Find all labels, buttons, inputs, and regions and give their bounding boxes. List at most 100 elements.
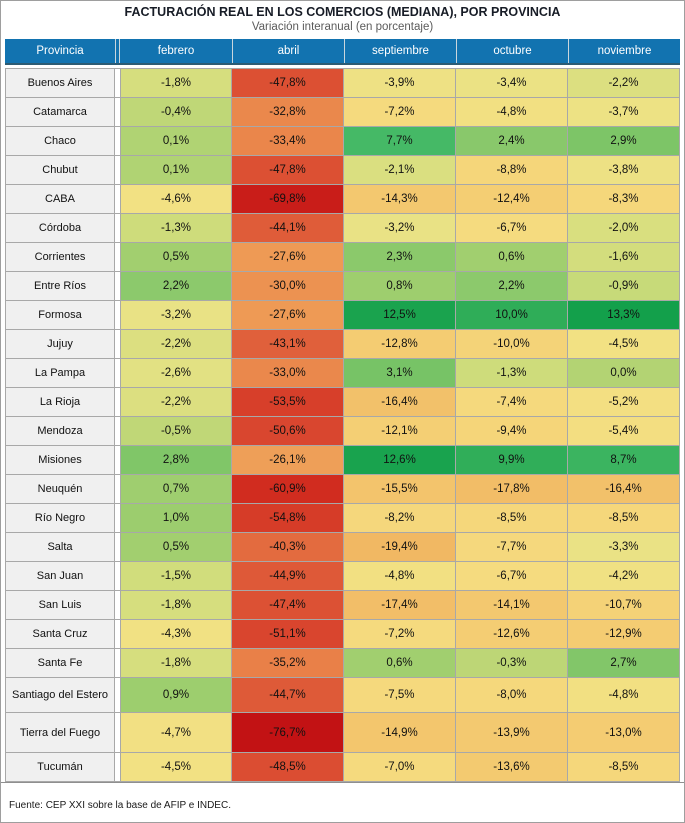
- value-cell: -12,1%: [344, 417, 456, 445]
- value-cell: -8,8%: [456, 156, 568, 184]
- province-label: Córdoba: [5, 214, 115, 242]
- value-cell: 0,5%: [120, 533, 232, 561]
- value-cell: -4,5%: [568, 330, 680, 358]
- value-cell: -48,5%: [232, 753, 344, 781]
- value-cell: 9,9%: [456, 446, 568, 474]
- value-cell: -13,9%: [456, 713, 568, 752]
- province-label: Santa Fe: [5, 649, 115, 677]
- table-row: Entre Ríos 2,2% -30,0% 0,8% 2,2% -0,9%: [5, 272, 680, 301]
- value-cell: -43,1%: [232, 330, 344, 358]
- province-label: CABA: [5, 185, 115, 213]
- value-cell: -10,0%: [456, 330, 568, 358]
- value-cell: -4,3%: [120, 620, 232, 648]
- value-cell: -1,6%: [568, 243, 680, 271]
- value-cell: -13,6%: [456, 753, 568, 781]
- value-cell: -6,7%: [456, 562, 568, 590]
- value-cell: -32,8%: [232, 98, 344, 126]
- value-cell: -7,2%: [344, 98, 456, 126]
- value-cell: -4,8%: [456, 98, 568, 126]
- value-cell: -4,6%: [120, 185, 232, 213]
- row-gutter: [115, 649, 120, 677]
- value-cell: -14,3%: [344, 185, 456, 213]
- province-label: Santa Cruz: [5, 620, 115, 648]
- value-cell: 2,2%: [120, 272, 232, 300]
- row-gutter: [115, 475, 120, 503]
- value-cell: -0,5%: [120, 417, 232, 445]
- value-cell: -1,3%: [456, 359, 568, 387]
- table-row: Río Negro 1,0% -54,8% -8,2% -8,5% -8,5%: [5, 504, 680, 533]
- value-cell: -15,5%: [344, 475, 456, 503]
- value-cell: -3,2%: [120, 301, 232, 329]
- province-label: Santiago del Estero: [5, 678, 115, 712]
- value-cell: -1,8%: [120, 649, 232, 677]
- value-cell: -17,4%: [344, 591, 456, 619]
- value-cell: -50,6%: [232, 417, 344, 445]
- page-subtitle: Variación interanual (en porcentaje): [251, 21, 434, 33]
- row-gutter: [115, 678, 120, 712]
- table-row: Tucumán -4,5% -48,5% -7,0% -13,6% -8,5%: [5, 753, 680, 782]
- value-cell: -4,5%: [120, 753, 232, 781]
- table-row: Buenos Aires -1,8% -47,8% -3,9% -3,4% -2,2%: [5, 69, 680, 98]
- value-cell: -19,4%: [344, 533, 456, 561]
- table-row: Tierra del Fuego -4,7% -76,7% -14,9% -13,9% -…: [5, 713, 680, 753]
- table-row: Salta 0,5% -40,3% -19,4% -7,7% -3,3%: [5, 533, 680, 562]
- value-cell: -30,0%: [232, 272, 344, 300]
- value-cell: -0,9%: [568, 272, 680, 300]
- column-header-octubre: octubre: [456, 39, 568, 63]
- table-row: Chubut 0,1% -47,8% -2,1% -8,8% -3,8%: [5, 156, 680, 185]
- column-header-septiembre: septiembre: [344, 39, 456, 63]
- table-row: Córdoba -1,3% -44,1% -3,2% -6,7% -2,0%: [5, 214, 680, 243]
- value-cell: -0,3%: [456, 649, 568, 677]
- value-cell: 7,7%: [344, 127, 456, 155]
- value-cell: -8,3%: [568, 185, 680, 213]
- value-cell: -2,0%: [568, 214, 680, 242]
- value-cell: -1,8%: [120, 69, 232, 97]
- value-cell: 2,4%: [456, 127, 568, 155]
- value-cell: 0,5%: [120, 243, 232, 271]
- value-cell: -7,7%: [456, 533, 568, 561]
- header-gutter: [115, 39, 120, 63]
- value-cell: -12,9%: [568, 620, 680, 648]
- province-label: Chubut: [5, 156, 115, 184]
- value-cell: -3,9%: [344, 69, 456, 97]
- value-cell: -33,4%: [232, 127, 344, 155]
- table-row: Formosa -3,2% -27,6% 12,5% 10,0% 13,3%: [5, 301, 680, 330]
- value-cell: -13,0%: [568, 713, 680, 752]
- table-row: Mendoza -0,5% -50,6% -12,1% -9,4% -5,4%: [5, 417, 680, 446]
- row-gutter: [115, 330, 120, 358]
- value-cell: -7,0%: [344, 753, 456, 781]
- value-cell: 0,8%: [344, 272, 456, 300]
- figure-header: FACTURACIÓN REAL EN LOS COMERCIOS (MEDIA…: [1, 1, 684, 34]
- value-cell: -44,1%: [232, 214, 344, 242]
- value-cell: -16,4%: [568, 475, 680, 503]
- province-label: Chaco: [5, 127, 115, 155]
- value-cell: -47,8%: [232, 69, 344, 97]
- value-cell: -8,2%: [344, 504, 456, 532]
- value-cell: -60,9%: [232, 475, 344, 503]
- value-cell: -47,8%: [232, 156, 344, 184]
- value-cell: -16,4%: [344, 388, 456, 416]
- source-note: Fuente: CEP XXI sobre la base de AFIP e …: [9, 800, 231, 811]
- value-cell: -44,7%: [232, 678, 344, 712]
- row-gutter: [115, 359, 120, 387]
- row-gutter: [115, 69, 120, 97]
- table-row: Catamarca -0,4% -32,8% -7,2% -4,8% -3,7%: [5, 98, 680, 127]
- value-cell: -5,4%: [568, 417, 680, 445]
- value-cell: -7,2%: [344, 620, 456, 648]
- value-cell: -12,4%: [456, 185, 568, 213]
- row-gutter: [115, 272, 120, 300]
- footer-divider: [1, 782, 684, 783]
- province-label: Catamarca: [5, 98, 115, 126]
- value-cell: -14,9%: [344, 713, 456, 752]
- value-cell: 0,9%: [120, 678, 232, 712]
- table-row: CABA -4,6% -69,8% -14,3% -12,4% -8,3%: [5, 185, 680, 214]
- value-cell: 2,9%: [568, 127, 680, 155]
- value-cell: -2,2%: [120, 330, 232, 358]
- value-cell: 0,6%: [456, 243, 568, 271]
- value-cell: -2,2%: [568, 69, 680, 97]
- table-row: La Pampa -2,6% -33,0% 3,1% -1,3% 0,0%: [5, 359, 680, 388]
- value-cell: 12,6%: [344, 446, 456, 474]
- value-cell: -8,5%: [456, 504, 568, 532]
- column-header-provincia: Provincia: [5, 39, 115, 63]
- province-label: Neuquén: [5, 475, 115, 503]
